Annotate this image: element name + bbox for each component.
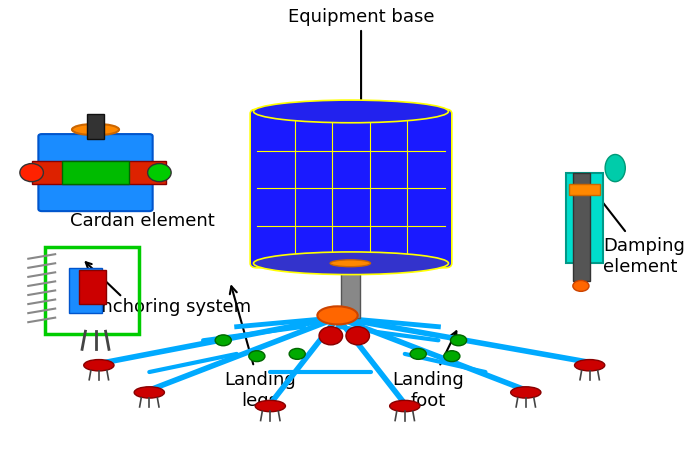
Ellipse shape [84,360,114,371]
Ellipse shape [511,387,541,398]
Bar [78,270,106,304]
Ellipse shape [390,400,420,412]
Ellipse shape [256,400,286,412]
Text: Equipment base: Equipment base [288,8,434,123]
Bar [341,264,360,318]
Bar [566,173,603,264]
Bar [570,185,600,196]
Ellipse shape [575,360,605,371]
Ellipse shape [72,125,119,136]
Circle shape [215,335,231,346]
Ellipse shape [319,327,342,345]
Text: Landing
legs: Landing legs [225,287,296,409]
Ellipse shape [253,101,449,123]
Ellipse shape [134,387,164,398]
Ellipse shape [148,164,171,182]
Text: Landing
foot: Landing foot [393,332,464,409]
Ellipse shape [346,327,370,345]
Bar [32,162,166,185]
Ellipse shape [605,155,625,182]
Bar [62,162,129,185]
FancyBboxPatch shape [250,110,452,268]
Circle shape [410,349,426,359]
Ellipse shape [20,164,43,182]
Bar [69,268,102,313]
Circle shape [289,349,305,359]
Circle shape [451,335,467,346]
Circle shape [248,351,265,362]
Circle shape [573,281,589,292]
Ellipse shape [317,307,358,325]
Circle shape [444,351,460,362]
FancyBboxPatch shape [38,135,153,212]
Text: Cardan element: Cardan element [70,212,215,230]
Ellipse shape [330,260,370,267]
Bar [87,115,104,139]
Text: Anchoring system: Anchoring system [89,298,251,316]
Ellipse shape [253,253,449,275]
Text: Damping
element: Damping element [582,177,685,275]
Bar [573,173,589,282]
